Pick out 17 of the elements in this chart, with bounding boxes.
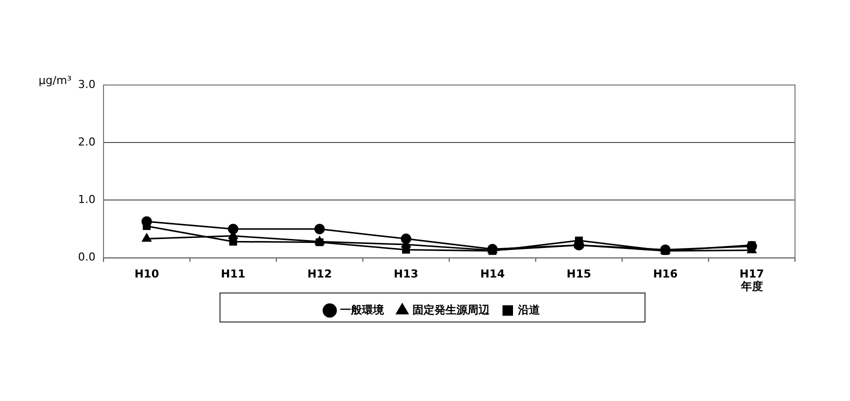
- x-tick-label: H16: [653, 267, 678, 280]
- x-tick-label: H12: [307, 267, 332, 280]
- y-tick-label: 1.0: [78, 193, 96, 206]
- legend-label: 一般環境: [340, 303, 385, 316]
- x-tick-label: H17: [740, 267, 764, 280]
- x-tick-label: H10: [134, 267, 160, 280]
- y-tick-label: 0.0: [78, 250, 96, 264]
- x-tick-label: H14: [480, 267, 506, 280]
- y-axis-title: μg/m³: [38, 74, 72, 87]
- y-tick-label: 2.0: [78, 135, 96, 148]
- x-tick-label: H15: [566, 267, 592, 280]
- y-tick-label: 3.0: [78, 78, 96, 91]
- legend-label: 沿道: [516, 303, 541, 316]
- x-tick-label: H13: [394, 267, 418, 280]
- x-tick-label: H11: [220, 267, 246, 280]
- legend-label: 固定発生源周辺: [412, 303, 490, 316]
- x-axis-title: 年度: [740, 280, 763, 294]
